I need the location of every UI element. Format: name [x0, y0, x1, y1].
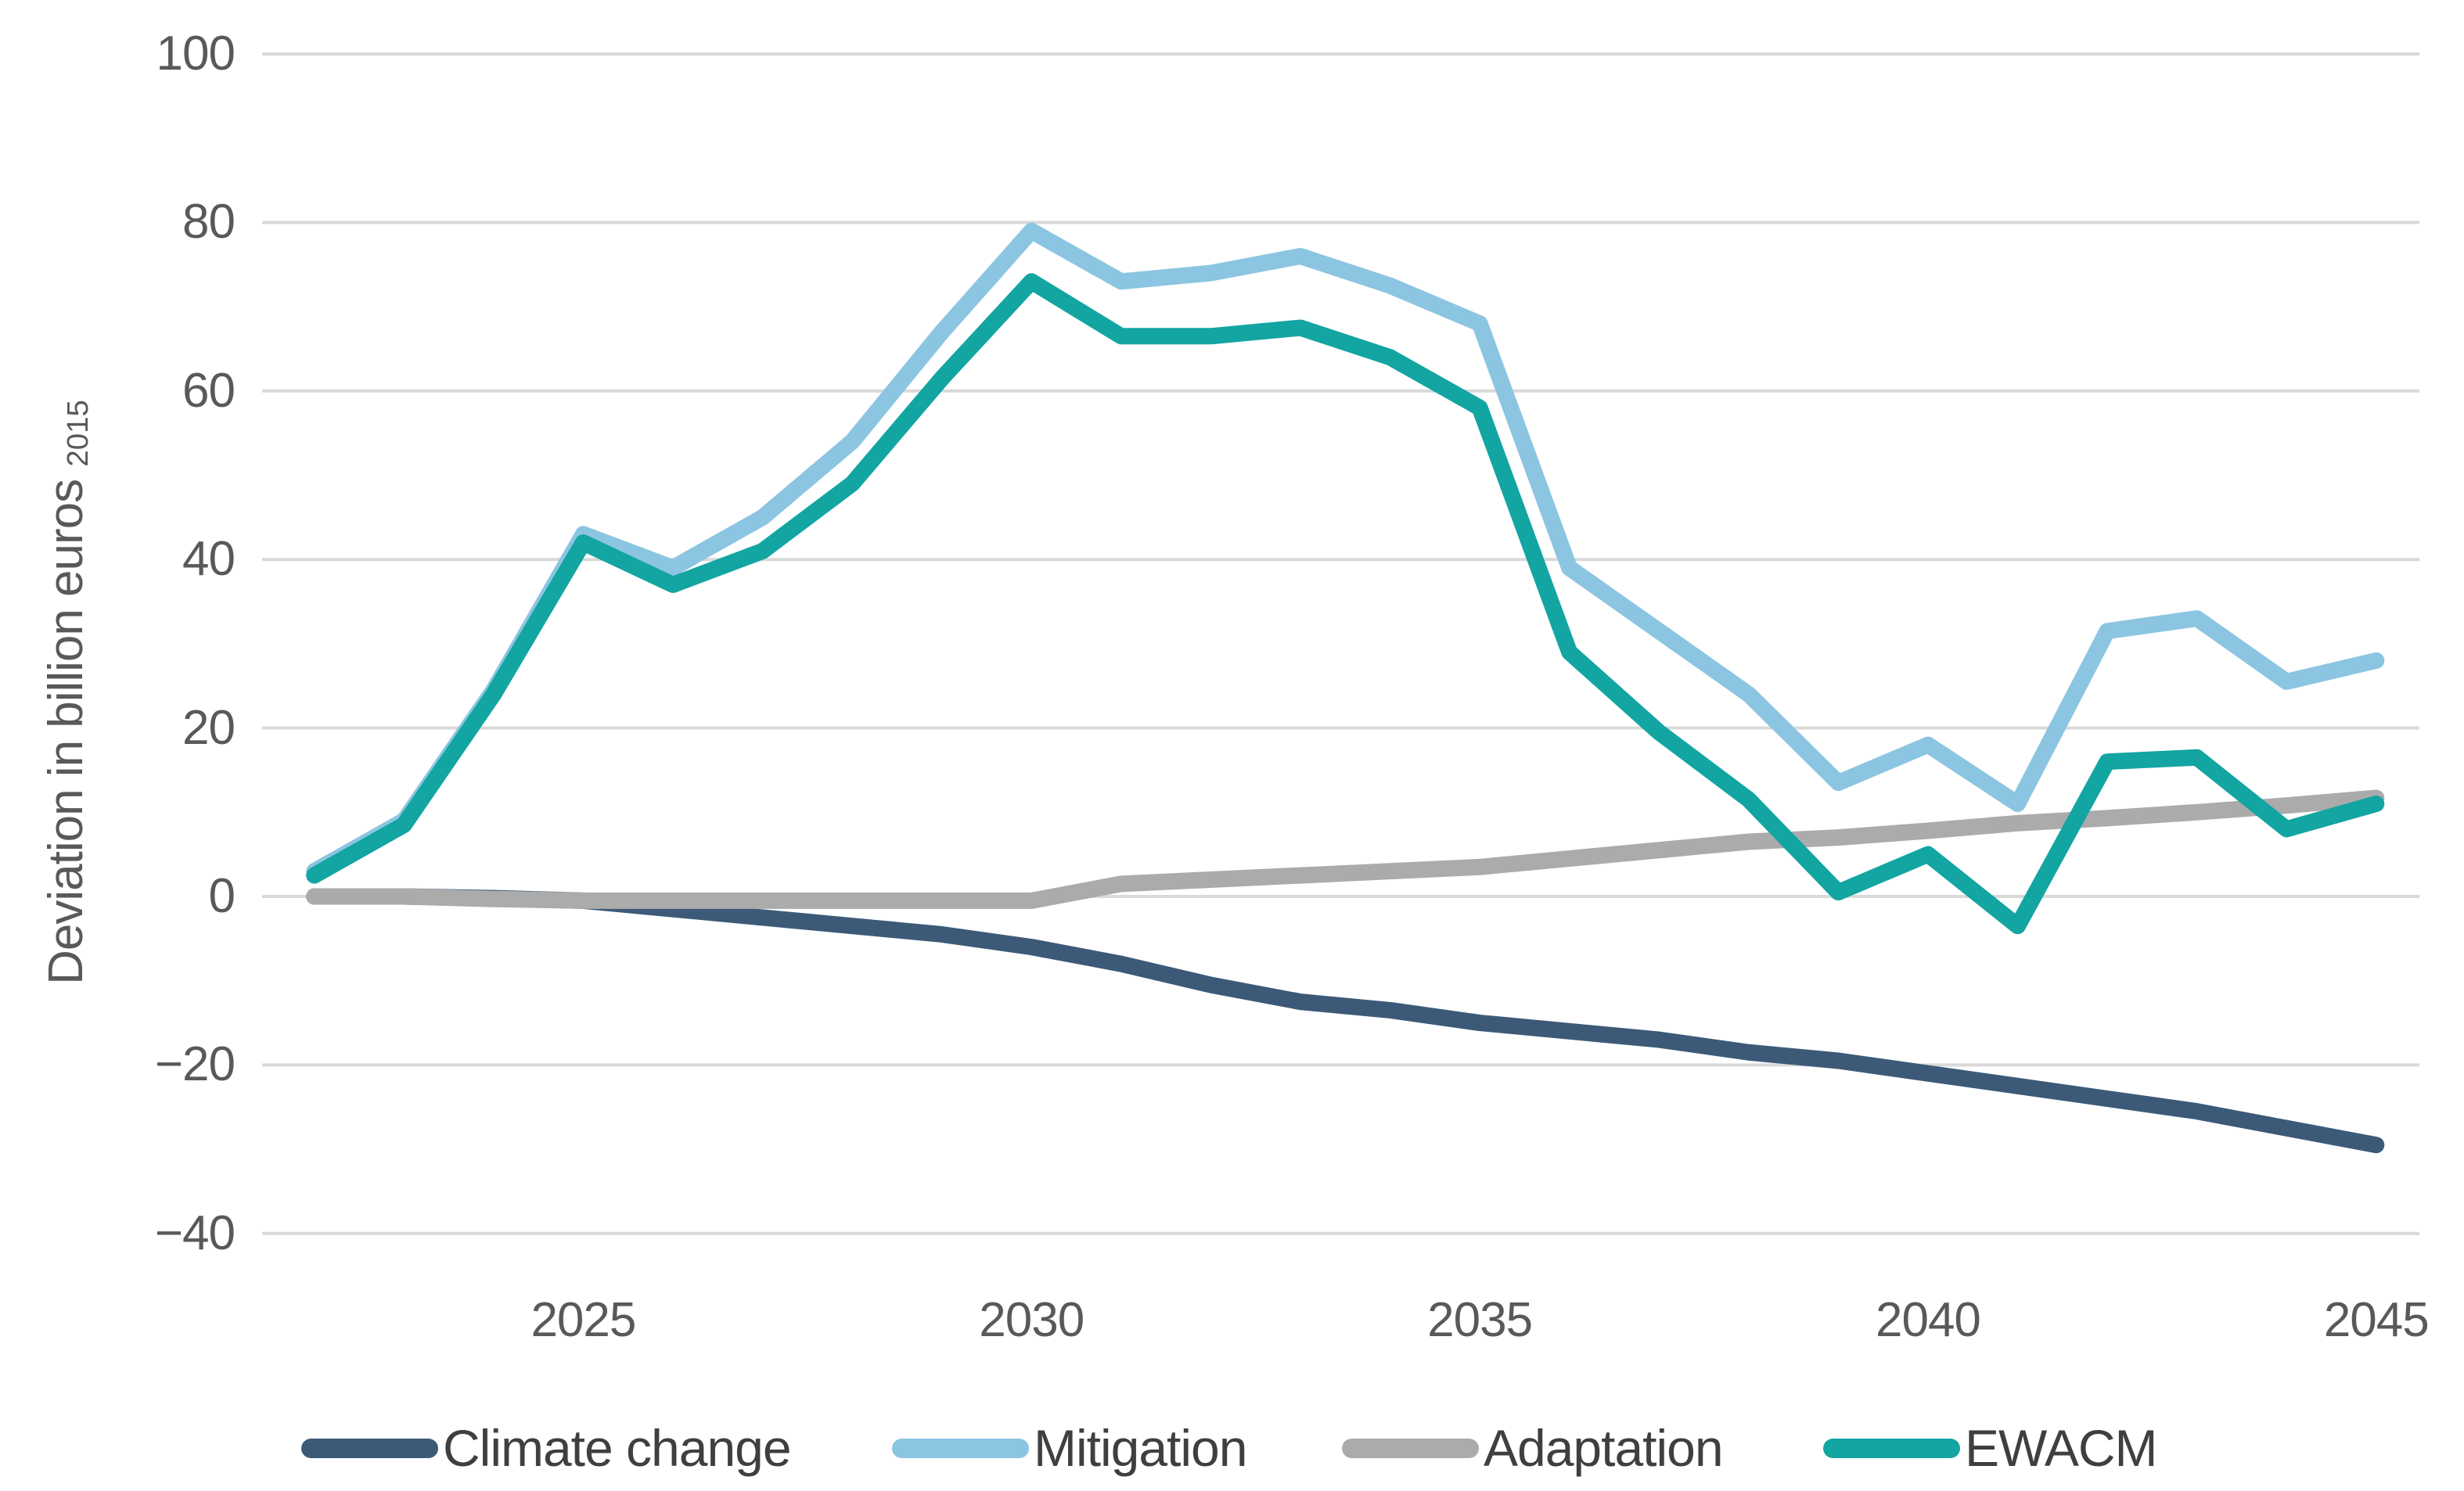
legend-label-ewacm: EWACM: [1965, 1419, 2158, 1477]
x-tick-label-2030: 2030: [979, 1293, 1085, 1347]
y-tick-label-100: 100: [156, 27, 236, 81]
y-tick-label--40: −40: [154, 1205, 236, 1260]
y-tick-label-20: 20: [182, 700, 236, 755]
series-line-adaptation: [306, 789, 2385, 909]
chart-legend: Climate change Mitigation Adaptation EWACM: [0, 1413, 2464, 1483]
series-line-climate-change: [306, 888, 2385, 1154]
legend-item-climate-change: Climate change: [301, 1413, 792, 1483]
legend-swatch-climate-change: [301, 1438, 438, 1458]
legend-item-adaptation: Adaptation: [1342, 1413, 1724, 1483]
gridlines: [262, 52, 2419, 1235]
legend-swatch-mitigation: [892, 1438, 1029, 1458]
x-tick-label-2045: 2045: [2323, 1293, 2430, 1347]
series-line-mitigation: [306, 222, 2385, 880]
x-tick-label-2025: 2025: [531, 1293, 636, 1347]
legend-label-adaptation: Adaptation: [1484, 1419, 1724, 1477]
x-tick-label-2035: 2035: [1427, 1293, 1533, 1347]
y-tick-label--20: −20: [154, 1037, 236, 1092]
x-tick-label-2040: 2040: [1875, 1293, 1981, 1347]
legend-item-mitigation: Mitigation: [892, 1413, 1247, 1483]
legend-label-mitigation: Mitigation: [1034, 1419, 1247, 1477]
y-tick-label-0: 0: [208, 869, 236, 923]
y-tick-label-80: 80: [182, 195, 236, 250]
legend-label-climate-change: Climate change: [443, 1419, 792, 1477]
y-tick-label-60: 60: [182, 363, 236, 418]
legend-swatch-ewacm: [1823, 1438, 1960, 1458]
series-line-ewacm: [306, 273, 2385, 935]
legend-item-ewacm: EWACM: [1823, 1413, 2158, 1483]
y-tick-label-40: 40: [182, 532, 236, 587]
legend-swatch-adaptation: [1342, 1438, 1479, 1458]
